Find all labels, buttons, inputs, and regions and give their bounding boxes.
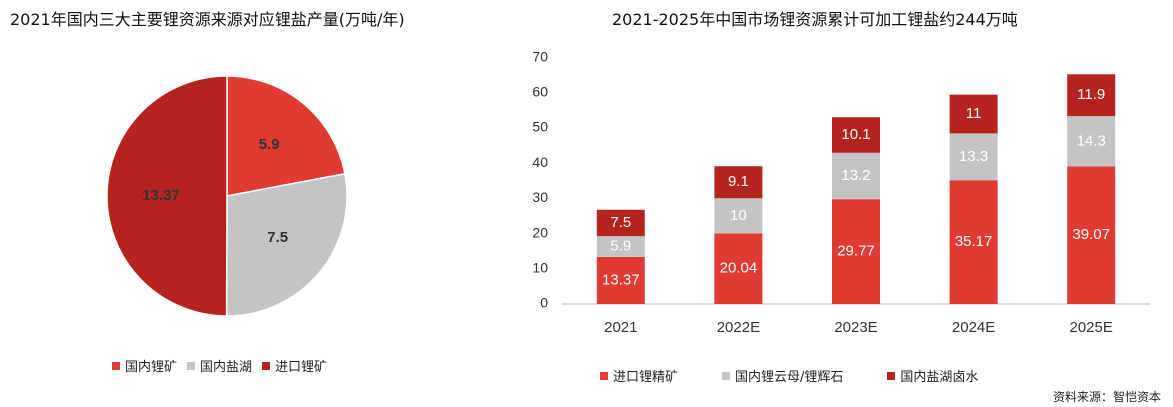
bar-value-label: 20.04 [720, 260, 758, 277]
bar-value-label: 13.37 [602, 271, 640, 288]
bar-value-label: 14.3 [1077, 132, 1106, 149]
legend-swatch [112, 361, 120, 370]
legend-label: 进口锂精矿 [613, 370, 679, 385]
x-tick-label: 2023E [834, 319, 877, 336]
bar-value-label: 11.9 [1077, 86, 1105, 103]
bar-segment [949, 94, 998, 134]
x-tick-label: 2022E [717, 319, 760, 336]
bar-segment [832, 152, 880, 200]
bar-segment [1067, 74, 1116, 117]
bar-segment [714, 166, 763, 199]
bar-segment [949, 133, 998, 181]
bar-segment [832, 117, 880, 153]
legend-item: 国内盐湖 [187, 356, 252, 375]
bar-value-label: 13.3 [959, 148, 988, 165]
y-tick-label: 40 [532, 154, 548, 170]
pie-slice [226, 75, 346, 197]
bar-value-label: 39.07 [1072, 226, 1110, 243]
legend-item: 国内盐湖卤水 [887, 366, 978, 385]
y-tick-label: 60 [532, 84, 548, 100]
pie-legend: 国内锂矿 国内盐湖 进口锂矿 [112, 356, 337, 375]
bar-segment [714, 233, 763, 304]
y-tick-label: 50 [532, 119, 548, 135]
bar-value-label: 11 [966, 105, 982, 122]
legend-label: 国内锂云母/锂辉石 [735, 370, 844, 385]
y-tick-label: 20 [532, 224, 548, 240]
legend-swatch [600, 371, 608, 380]
pie-slice-label: 7.5 [267, 229, 288, 246]
bar-value-label: 10 [730, 207, 747, 224]
bar-legend: 进口锂精矿 国内锂云母/锂辉石 国内盐湖卤水 [600, 366, 1022, 385]
bar-segment [832, 199, 880, 304]
legend-swatch [262, 361, 271, 370]
y-tick-label: 70 [532, 48, 548, 64]
pie-slice [225, 172, 348, 317]
bar-segment [596, 256, 645, 304]
legend-item: 国内锂云母/锂辉石 [722, 366, 843, 385]
pie-slice-label: 13.37 [142, 187, 180, 204]
legend-label: 国内盐湖 [200, 360, 253, 375]
legend-label: 进口锂矿 [275, 360, 328, 375]
legend-item: 国内锂矿 [112, 356, 177, 375]
source-note: 资料来源：智恺资本 [1052, 390, 1161, 404]
bar-segment [596, 236, 645, 257]
x-tick-label: 2024E [952, 319, 995, 336]
legend-swatch [187, 361, 196, 370]
bar-chart-title: 2021-2025年中国市场锂资源累计可加工锂盐约244万吨 [612, 10, 1018, 29]
bar-value-label: 35.17 [955, 233, 993, 250]
bar-value-label: 9.1 [728, 173, 749, 190]
bar-value-label: 7.5 [610, 214, 631, 231]
y-tick-label: 30 [532, 189, 548, 205]
legend-swatch [722, 371, 731, 380]
bar-value-label: 10.1 [841, 126, 870, 143]
bar-value-label: 5.9 [610, 238, 631, 255]
pie-slice [106, 75, 228, 317]
x-tick-label: 2025E [1070, 319, 1113, 336]
legend-item: 进口锂矿 [262, 356, 327, 375]
bar-value-label: 29.77 [837, 243, 875, 260]
legend-item: 进口锂精矿 [600, 366, 678, 385]
bar-segment [714, 198, 763, 234]
legend-swatch [887, 371, 896, 380]
x-tick-label: 2021 [604, 319, 637, 336]
bar-segment [949, 180, 998, 304]
legend-label: 国内锂矿 [125, 360, 178, 375]
y-tick-label: 10 [532, 260, 548, 276]
pie-chart-title: 2021年国内三大主要锂资源来源对应锂盐产量(万吨/年) [10, 10, 405, 29]
legend-label: 国内盐湖卤水 [900, 370, 979, 385]
bar-segment [1067, 116, 1116, 167]
bar-value-label: 13.2 [841, 167, 870, 184]
y-tick-label: 0 [540, 295, 548, 311]
bar-segment [1067, 166, 1116, 304]
bar-segment [596, 209, 645, 237]
pie-slice-label: 5.9 [259, 136, 280, 153]
